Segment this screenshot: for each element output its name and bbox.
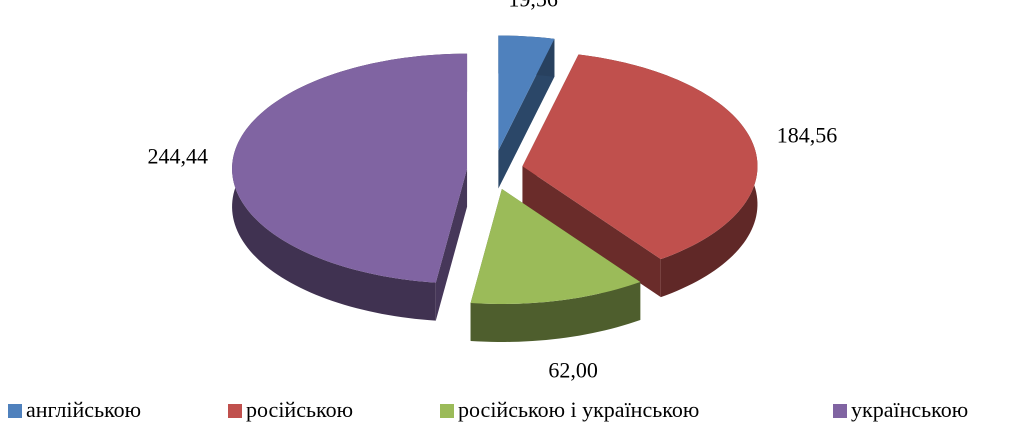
slice-wall — [435, 168, 468, 321]
labels: 19,56 184,56 62,00 244,44 — [147, 0, 837, 382]
slice-wall — [498, 38, 555, 189]
data-label: 184,56 — [777, 122, 838, 147]
data-label: 244,44 — [147, 144, 208, 169]
slice — [470, 188, 641, 304]
legend: англійською російською російською і україн… — [8, 397, 968, 422]
legend-label: російською і українською — [458, 397, 699, 422]
legend-swatch — [228, 404, 242, 418]
legend-label: англійською — [26, 397, 141, 422]
legend-swatch — [8, 404, 22, 418]
legend-label: українською — [851, 397, 968, 422]
legend-label: російською — [246, 397, 353, 422]
slice — [498, 35, 555, 151]
pie-tops — [232, 35, 758, 304]
slice — [232, 53, 468, 283]
slice-wall — [522, 166, 661, 298]
legend-swatch — [440, 404, 454, 418]
data-label: 62,00 — [548, 357, 598, 382]
slice-side — [470, 281, 641, 342]
legend-swatch — [833, 404, 847, 418]
data-label: 19,56 — [508, 0, 558, 12]
slice — [522, 54, 758, 260]
